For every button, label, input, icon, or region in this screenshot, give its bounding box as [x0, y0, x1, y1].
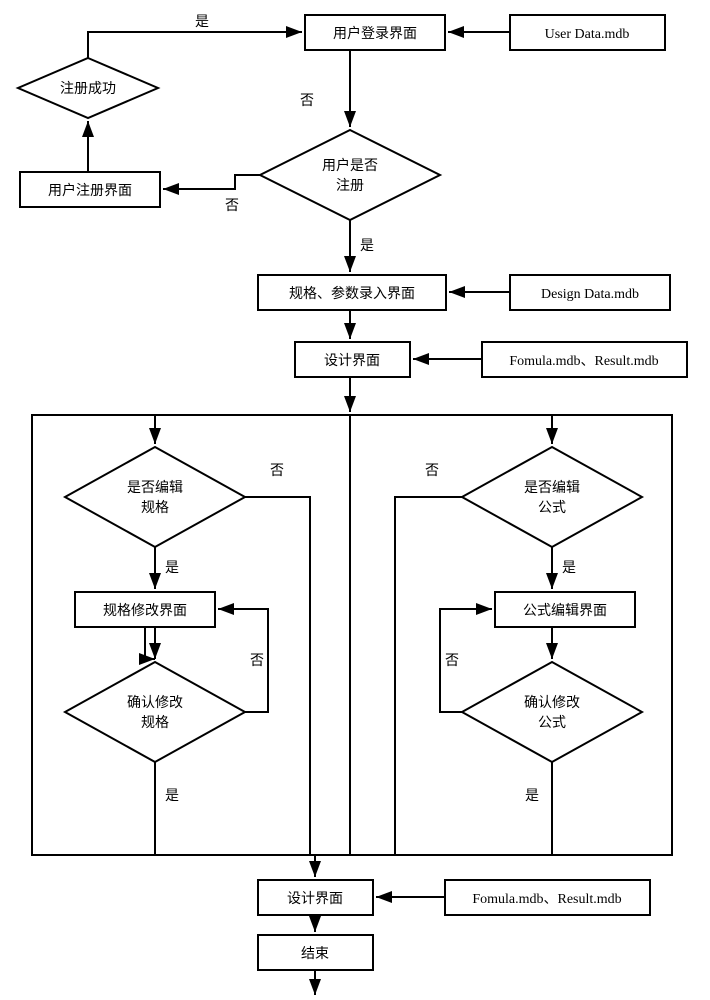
confirm-spec-label1: 确认修改 — [127, 695, 183, 711]
label-no-4: 否 — [425, 464, 439, 479]
edit-formula-q-label1: 是否编辑 — [524, 480, 580, 496]
end-label: 结束 — [301, 946, 329, 962]
design-ui2-label: 设计界面 — [287, 891, 343, 907]
design-data-label: Design Data.mdb — [541, 287, 639, 302]
label-yes-3: 是 — [165, 561, 179, 576]
edge-regsuccess-login — [88, 32, 302, 58]
user-data-label: User Data.mdb — [545, 27, 630, 42]
label-no-6: 否 — [445, 654, 459, 669]
design-ui-label: 设计界面 — [324, 353, 380, 369]
formula-db-label: Fomula.mdb、Result.mdb — [509, 354, 658, 369]
login-ui-label: 用户登录界面 — [333, 25, 417, 42]
reg-ui-label: 用户注册界面 — [48, 182, 132, 199]
confirm-formula-label1: 确认修改 — [524, 695, 580, 711]
reg-success-label: 注册成功 — [60, 81, 116, 97]
edit-spec-q-label1: 是否编辑 — [127, 480, 183, 496]
label-yes-4: 是 — [562, 561, 576, 576]
formula-edit-ui-label: 公式编辑界面 — [523, 603, 607, 619]
label-no-5: 否 — [250, 654, 264, 669]
edit-formula-q-label2: 公式 — [538, 500, 566, 516]
is-registered-label2: 注册 — [336, 178, 364, 194]
edit-spec-q-label2: 规格 — [141, 500, 169, 516]
spec-mod-ui-label: 规格修改界面 — [103, 603, 187, 619]
label-no-1: 否 — [300, 94, 314, 109]
label-yes-1: 是 — [195, 15, 209, 30]
flowchart-canvas: 用户登录界面 User Data.mdb 注册成功 是 用户注册界面 用户是否 … — [0, 0, 710, 1000]
is-registered-node — [260, 130, 440, 220]
confirm-spec-label2: 规格 — [141, 715, 169, 731]
edge-isreg-regui — [163, 175, 260, 189]
confirm-formula-label2: 公式 — [538, 715, 566, 731]
is-registered-label1: 用户是否 — [322, 157, 378, 174]
formula-db2-label: Fomula.mdb、Result.mdb — [472, 892, 621, 907]
label-yes-5: 是 — [165, 789, 179, 804]
label-no-2: 否 — [225, 199, 239, 214]
label-no-3: 否 — [270, 464, 284, 479]
label-yes-2: 是 — [360, 239, 374, 254]
label-yes-6: 是 — [525, 789, 539, 804]
spec-entry-label: 规格、参数录入界面 — [289, 285, 415, 302]
